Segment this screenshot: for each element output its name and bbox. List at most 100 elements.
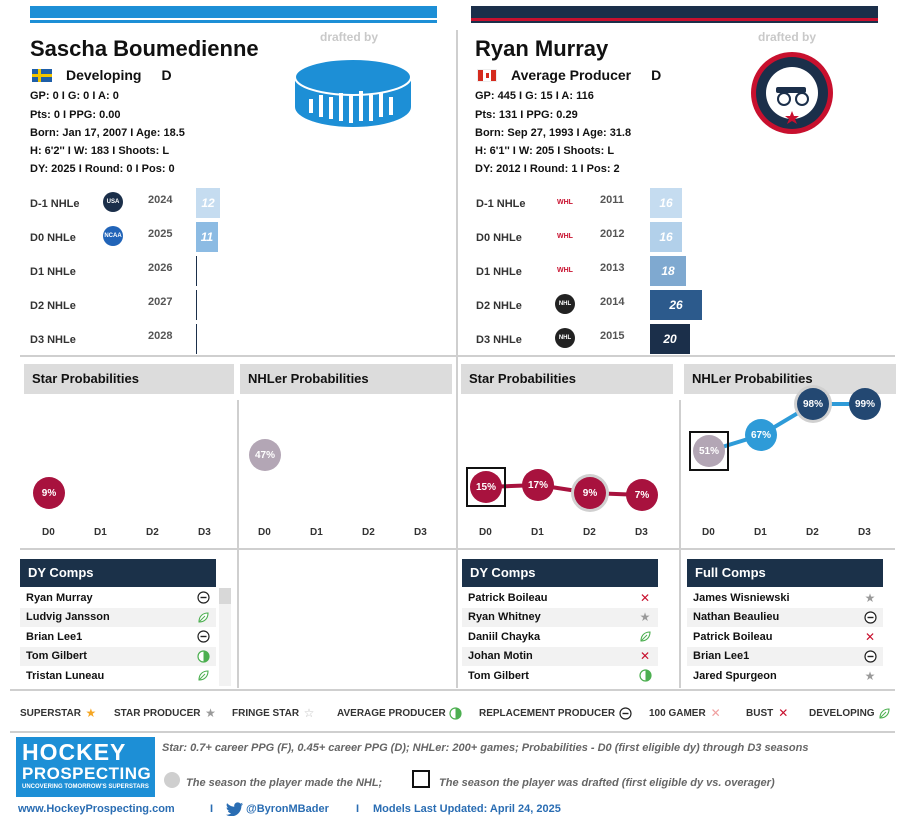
comp-name: Jared Spurgeon — [693, 669, 777, 682]
developing-icon — [196, 610, 210, 624]
nhle-year: 2015 — [600, 330, 625, 342]
legend-item: REPLACEMENT PRODUCER — [479, 706, 632, 720]
prob-axis-label-d3: D3 — [198, 527, 211, 538]
left-dy-comps-header: DY Comps — [20, 559, 216, 587]
right-star-probabilities-header: Star Probabilities — [461, 364, 673, 394]
comp-name: Ryan Whitney — [468, 611, 541, 624]
drafted-marker-icon — [412, 770, 430, 788]
legend-label: 100 GAMER — [649, 707, 706, 719]
right-stat-line5: DY: 2012 I Round: 1 I Pos: 2 — [475, 163, 620, 175]
comp-row: James Wisniewski ★ — [687, 588, 883, 608]
nhle-year: 2026 — [148, 262, 173, 274]
right-stat-line2: Pts: 131 I PPG: 0.29 — [475, 109, 578, 121]
footer-separator-1: I — [210, 803, 214, 815]
right-stat-line3: Born: Sep 27, 1993 I Age: 31.8 — [475, 127, 632, 139]
website-link[interactable]: www.HockeyProspecting.com — [18, 803, 175, 815]
nhle-bar-empty — [196, 324, 197, 354]
comp-row: Patrick Boileau ✕ — [687, 627, 883, 647]
whl-league-icon: WHL — [555, 260, 575, 280]
prob-axis-label-d2: D2 — [806, 527, 819, 538]
comp-row: Brian Lee1 — [687, 646, 883, 666]
models-updated-text: Models Last Updated: April 24, 2025 — [373, 803, 561, 815]
legend-item: FRINGE STAR ☆ — [232, 706, 316, 720]
right-top-bar — [471, 6, 878, 18]
comp-name: Daniil Chayka — [468, 630, 541, 643]
hockey-prospecting-logo: HOCKEY PROSPECTING UNCOVERING TOMORROW'S… — [16, 737, 155, 797]
center-divider — [456, 30, 458, 355]
prob-axis-label-d1: D1 — [94, 527, 107, 538]
comp-row: Patrick Boileau ✕ — [462, 588, 658, 608]
right-position-label: D — [651, 67, 662, 83]
made-nhl-note: The season the player made the NHL; — [186, 777, 383, 789]
left-stat-line1: GP: 0 I G: 0 I A: 0 — [30, 90, 119, 102]
comp-row: Tom Gilbert — [20, 646, 216, 666]
developing-icon — [638, 630, 652, 644]
right-top-bar-red — [471, 18, 878, 21]
brand-line2: PROSPECTING — [22, 764, 152, 783]
comp-row: Daniil Chayka — [462, 627, 658, 647]
replacement-producer-icon — [196, 630, 210, 644]
left-player-type: Developing D — [32, 67, 172, 83]
bust-icon: ✕ — [639, 590, 651, 605]
right-full-comps-header: Full Comps — [687, 559, 883, 587]
legend-item: SUPERSTAR ★ — [20, 706, 98, 720]
left-stat-line3: Born: Jan 17, 2007 I Age: 18.5 — [30, 127, 185, 139]
probability-dot: 67% — [745, 419, 777, 451]
superstar-icon: ★ — [85, 706, 97, 720]
probability-dot: 99% — [849, 388, 881, 420]
nhle-year: 2028 — [148, 330, 173, 342]
nhle-label: D2 NHLe — [476, 300, 522, 312]
comp-row: Brian Lee1 — [20, 627, 216, 647]
probability-dot: 98% — [797, 388, 829, 420]
star-producer-icon: ★ — [864, 668, 876, 683]
nhle-label: D0 NHLe — [476, 232, 522, 244]
nhle-bar: 16 — [650, 222, 682, 252]
brand-tagline: UNCOVERING TOMORROW'S SUPERSTARS — [22, 784, 149, 790]
replacement-producer-icon — [196, 591, 210, 605]
prob-axis-label-d0: D0 — [258, 527, 271, 538]
left-type-label: Developing — [66, 67, 142, 83]
prob-axis-label-d1: D1 — [754, 527, 767, 538]
star-producer-icon: ★ — [639, 610, 651, 625]
comp-name: Tristan Luneau — [26, 669, 105, 682]
generic-puck-logo-icon — [293, 55, 413, 130]
comp-name: Tom Gilbert — [26, 650, 87, 663]
star-producer-icon: ★ — [205, 706, 216, 720]
probability-dot: 47% — [249, 439, 281, 471]
nhle-year: 2011 — [600, 194, 624, 206]
legend-label: STAR PRODUCER — [114, 707, 201, 719]
bust-icon: ✕ — [639, 649, 651, 664]
bust-icon: ✕ — [778, 706, 789, 720]
footer-separator-2: I — [356, 803, 360, 815]
twitter-handle-link[interactable]: @ByronMBader — [246, 803, 329, 815]
left-star-probabilities-header: Star Probabilities — [24, 364, 234, 394]
nhle-label: D-1 NHLe — [30, 198, 80, 210]
right-stat-line4: H: 6'1'' I W: 205 I Shoots: L — [475, 145, 615, 157]
nhle-year: 2012 — [600, 228, 625, 240]
comp-name: Nathan Beaulieu — [693, 611, 780, 624]
whl-league-icon: WHL — [555, 226, 575, 246]
probability-dot: 51% — [693, 435, 725, 467]
twitter-bird-icon — [226, 802, 244, 817]
comp-name: Brian Lee1 — [26, 630, 83, 643]
comps-divider-1 — [237, 548, 239, 688]
section-divider-3 — [10, 689, 895, 691]
drafted-box-marker — [689, 431, 729, 471]
nhle-label: D1 NHLe — [30, 266, 76, 278]
nhle-year: 2013 — [600, 262, 625, 274]
nhle-bar: 18 — [650, 256, 686, 286]
nhle-year: 2027 — [148, 296, 173, 308]
nhle-label: D-1 NHLe — [476, 198, 526, 210]
replacement-producer-icon — [618, 706, 632, 720]
prob-axis-label-d2: D2 — [362, 527, 375, 538]
comps-divider-3 — [679, 548, 681, 688]
comp-name: Tom Gilbert — [468, 669, 529, 682]
comp-row: Ryan Whitney ★ — [462, 607, 658, 627]
nhle-bar: 12 — [196, 188, 220, 218]
legend-item: 100 GAMER ✕ — [649, 706, 723, 720]
comp-row: Ryan Murray — [20, 588, 216, 608]
left-comps-scrollbar[interactable] — [219, 588, 231, 686]
drafted-box-marker — [466, 467, 506, 507]
nhle-label: D0 NHLe — [30, 232, 76, 244]
nhl-league-icon: NHL — [555, 328, 575, 348]
